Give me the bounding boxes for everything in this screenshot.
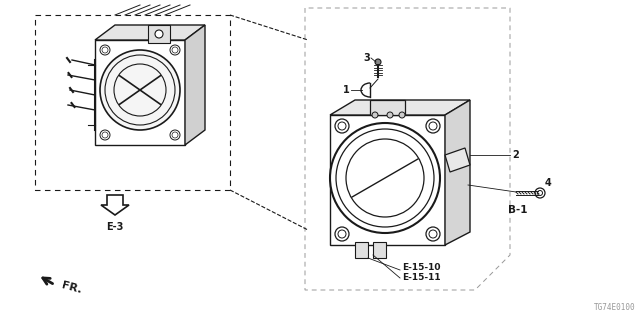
Text: FR.: FR.: [60, 281, 83, 295]
Text: TG74E0100: TG74E0100: [593, 303, 635, 312]
Polygon shape: [370, 100, 405, 115]
Polygon shape: [330, 115, 445, 245]
Circle shape: [399, 112, 405, 118]
Text: E-15-10: E-15-10: [402, 263, 440, 273]
Circle shape: [426, 119, 440, 133]
Polygon shape: [445, 148, 470, 172]
Circle shape: [535, 188, 545, 198]
Circle shape: [100, 50, 180, 130]
Text: 4: 4: [545, 178, 552, 188]
Circle shape: [335, 119, 349, 133]
Polygon shape: [95, 25, 205, 40]
Polygon shape: [185, 25, 205, 145]
Polygon shape: [101, 195, 129, 215]
Circle shape: [100, 45, 110, 55]
Text: 1: 1: [343, 85, 350, 95]
Text: 2: 2: [512, 150, 519, 160]
Text: E-3: E-3: [106, 222, 124, 232]
Polygon shape: [445, 100, 470, 245]
Polygon shape: [355, 242, 368, 258]
Text: B-1: B-1: [508, 205, 527, 215]
Text: 3: 3: [364, 53, 370, 63]
Bar: [148, 25, 170, 43]
Circle shape: [170, 45, 180, 55]
Polygon shape: [95, 40, 185, 145]
Circle shape: [387, 112, 393, 118]
Text: E-15-11: E-15-11: [402, 274, 440, 283]
Circle shape: [335, 227, 349, 241]
Polygon shape: [330, 100, 470, 115]
Bar: [35, 15, 230, 190]
Circle shape: [372, 112, 378, 118]
Circle shape: [330, 123, 440, 233]
Polygon shape: [373, 242, 386, 258]
Circle shape: [375, 59, 381, 65]
Circle shape: [426, 227, 440, 241]
Circle shape: [170, 130, 180, 140]
Circle shape: [100, 130, 110, 140]
Circle shape: [155, 30, 163, 38]
